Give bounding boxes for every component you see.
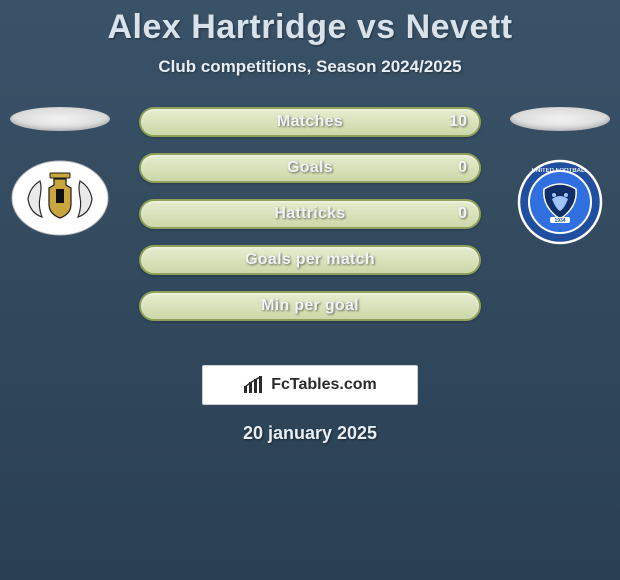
left-player-column [0, 107, 120, 242]
stat-row-matches: Matches 10 [139, 107, 481, 137]
stat-row-min-per-goal: Min per goal [139, 291, 481, 321]
svg-text:1934: 1934 [554, 218, 565, 224]
stat-row-hattricks: Hattricks 0 [139, 199, 481, 229]
stat-value-right: 10 [449, 113, 467, 131]
club-crest-left [10, 159, 110, 242]
watermark-badge: FcTables.com [202, 365, 418, 405]
page-subtitle: Club competitions, Season 2024/2025 [0, 57, 620, 77]
stat-bars: Matches 10 Goals 0 Hattricks 0 Goals per… [139, 107, 481, 321]
player-photo-placeholder-right [510, 107, 610, 131]
stat-value-right: 0 [458, 159, 467, 177]
watermark-text: FcTables.com [271, 376, 377, 394]
player-photo-placeholder-left [10, 107, 110, 131]
svg-text:UNITED FOOTBALL: UNITED FOOTBALL [532, 168, 589, 174]
stat-label: Min per goal [261, 297, 359, 315]
right-player-column: UNITED FOOTBALL 1934 [500, 107, 620, 250]
stat-row-goals-per-match: Goals per match [139, 245, 481, 275]
stat-label: Matches [277, 113, 343, 131]
stat-label: Goals per match [245, 251, 375, 269]
club-crest-right: UNITED FOOTBALL 1934 [510, 159, 610, 250]
comparison-area: UNITED FOOTBALL 1934 Matches 10 Goals 0 … [0, 107, 620, 347]
bar-chart-icon [243, 376, 265, 394]
stat-value-right: 0 [458, 205, 467, 223]
page-title: Alex Hartridge vs Nevett [0, 0, 620, 47]
stat-row-goals: Goals 0 [139, 153, 481, 183]
snapshot-date: 20 january 2025 [0, 423, 620, 444]
stat-label: Goals [287, 159, 333, 177]
stat-label: Hattricks [274, 205, 345, 223]
